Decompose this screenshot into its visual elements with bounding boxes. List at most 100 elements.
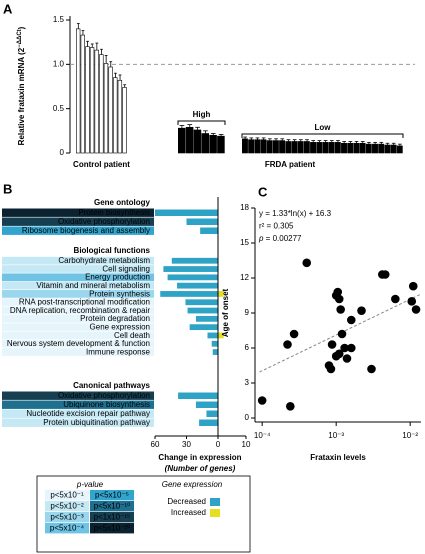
y-axis-label-part: ) <box>17 26 26 29</box>
y-tick-label: 1.0 <box>53 59 65 68</box>
legend-swatch <box>45 512 89 523</box>
point <box>407 297 417 306</box>
panel-label: C <box>258 184 268 199</box>
bar-decreased <box>185 299 218 306</box>
legend-label: p<5x10⁻⁵ <box>95 491 129 500</box>
bar-decreased <box>206 410 218 417</box>
group-label: Low <box>315 123 332 132</box>
point <box>336 305 345 314</box>
legend-label: Decreased <box>167 497 206 506</box>
bar <box>99 54 104 154</box>
row-label: Nucleotide excision repair pathway <box>26 409 150 418</box>
row-label: Protein degradation <box>80 314 150 323</box>
bar <box>279 140 286 154</box>
point <box>289 329 299 339</box>
bar <box>260 139 267 154</box>
bar <box>108 66 113 154</box>
row-background <box>2 217 154 226</box>
annotation-part: = 0.00277 <box>263 234 302 243</box>
legend-swatch <box>45 523 89 534</box>
y-tick-label: 0 <box>60 148 65 157</box>
legend-title: Gene expression <box>162 480 223 489</box>
bar <box>390 144 397 154</box>
legend-title: p-value <box>76 480 104 489</box>
legend-swatch <box>90 512 134 523</box>
row-background <box>2 348 154 356</box>
bar <box>347 142 354 154</box>
point <box>257 396 267 405</box>
row-background <box>2 281 154 290</box>
legend-label: p<5x10⁻³ <box>50 513 84 522</box>
row-label: Ubiquinone biosynthesis <box>63 400 150 409</box>
bar-decreased <box>189 324 218 331</box>
row-background <box>2 314 154 323</box>
legend-label: p<5x10⁻⁴ <box>50 524 85 533</box>
row-background <box>2 290 154 298</box>
point <box>346 315 356 325</box>
y-tick-label: 1.5 <box>53 15 65 24</box>
row-background <box>2 273 154 282</box>
bar <box>316 142 323 154</box>
point <box>334 349 344 359</box>
bar <box>76 28 81 154</box>
bar-decreased <box>195 315 218 322</box>
row-label: Nervous system development & function <box>7 339 150 348</box>
row-label: Vitamin and mineral metabolism <box>36 281 150 290</box>
bar <box>94 49 99 154</box>
y-axis-label-part: −ΔΔCt <box>17 29 23 47</box>
bar-decreased <box>195 401 218 408</box>
bar <box>242 138 248 154</box>
y-tick-label: 12 <box>240 273 249 282</box>
bar <box>80 34 85 154</box>
row-label: Gene expression <box>90 323 150 332</box>
point <box>380 270 390 279</box>
row-background <box>2 323 154 331</box>
legend-swatch <box>90 523 134 534</box>
row-label: Cell signaling <box>102 264 150 273</box>
x-tick-label: 60 <box>151 440 160 449</box>
y-tick-label: 0.5 <box>53 104 65 113</box>
patient-label: FRDA patient <box>265 160 316 169</box>
point <box>327 340 337 349</box>
row-background <box>2 418 154 427</box>
y-tick-label: 18 <box>240 203 249 212</box>
row-label: Oxidative phosphorylation <box>58 217 150 226</box>
row-background <box>2 331 154 340</box>
row-background <box>2 409 154 418</box>
x-tick-label: 10⁻⁴ <box>254 431 271 440</box>
bar-decreased <box>178 392 218 399</box>
x-tick-label: 10 <box>242 440 251 449</box>
row-label: Protein synthesis <box>89 289 150 298</box>
bar-decreased <box>163 266 218 272</box>
annotation: p = 0.00277 <box>258 234 302 243</box>
bar-decreased <box>199 419 218 426</box>
row-background <box>2 306 154 315</box>
point <box>340 343 349 353</box>
row-background <box>2 391 154 400</box>
bar <box>201 133 210 154</box>
bar <box>254 139 261 154</box>
legend-label: Increased <box>171 508 206 517</box>
y-tick-label: 0 <box>245 413 250 422</box>
panel-label: A <box>3 1 13 16</box>
bar-increased <box>218 332 224 339</box>
point <box>337 329 347 339</box>
row-label: DNA replication, recombination & repair <box>10 306 150 315</box>
bar-decreased <box>200 227 218 234</box>
x-tick-label: 0 <box>216 440 221 449</box>
bar <box>353 142 360 154</box>
bar <box>303 141 310 154</box>
bar <box>89 47 95 154</box>
annotation: r² = 0.305 <box>259 222 294 231</box>
legend-swatch <box>90 490 134 501</box>
point <box>391 294 400 304</box>
bar <box>378 143 385 154</box>
row-background <box>2 339 154 348</box>
section-title: Gene ontology <box>94 198 151 207</box>
legend-label: p<5x10⁻¹ <box>50 491 84 500</box>
legend-swatch <box>45 501 89 512</box>
annotation-part: r² = 0.305 <box>259 222 294 231</box>
point <box>411 305 421 314</box>
bar-decreased <box>171 257 218 264</box>
y-axis-label: Relative frataxin mRNA (2−ΔΔCt) <box>17 26 27 145</box>
